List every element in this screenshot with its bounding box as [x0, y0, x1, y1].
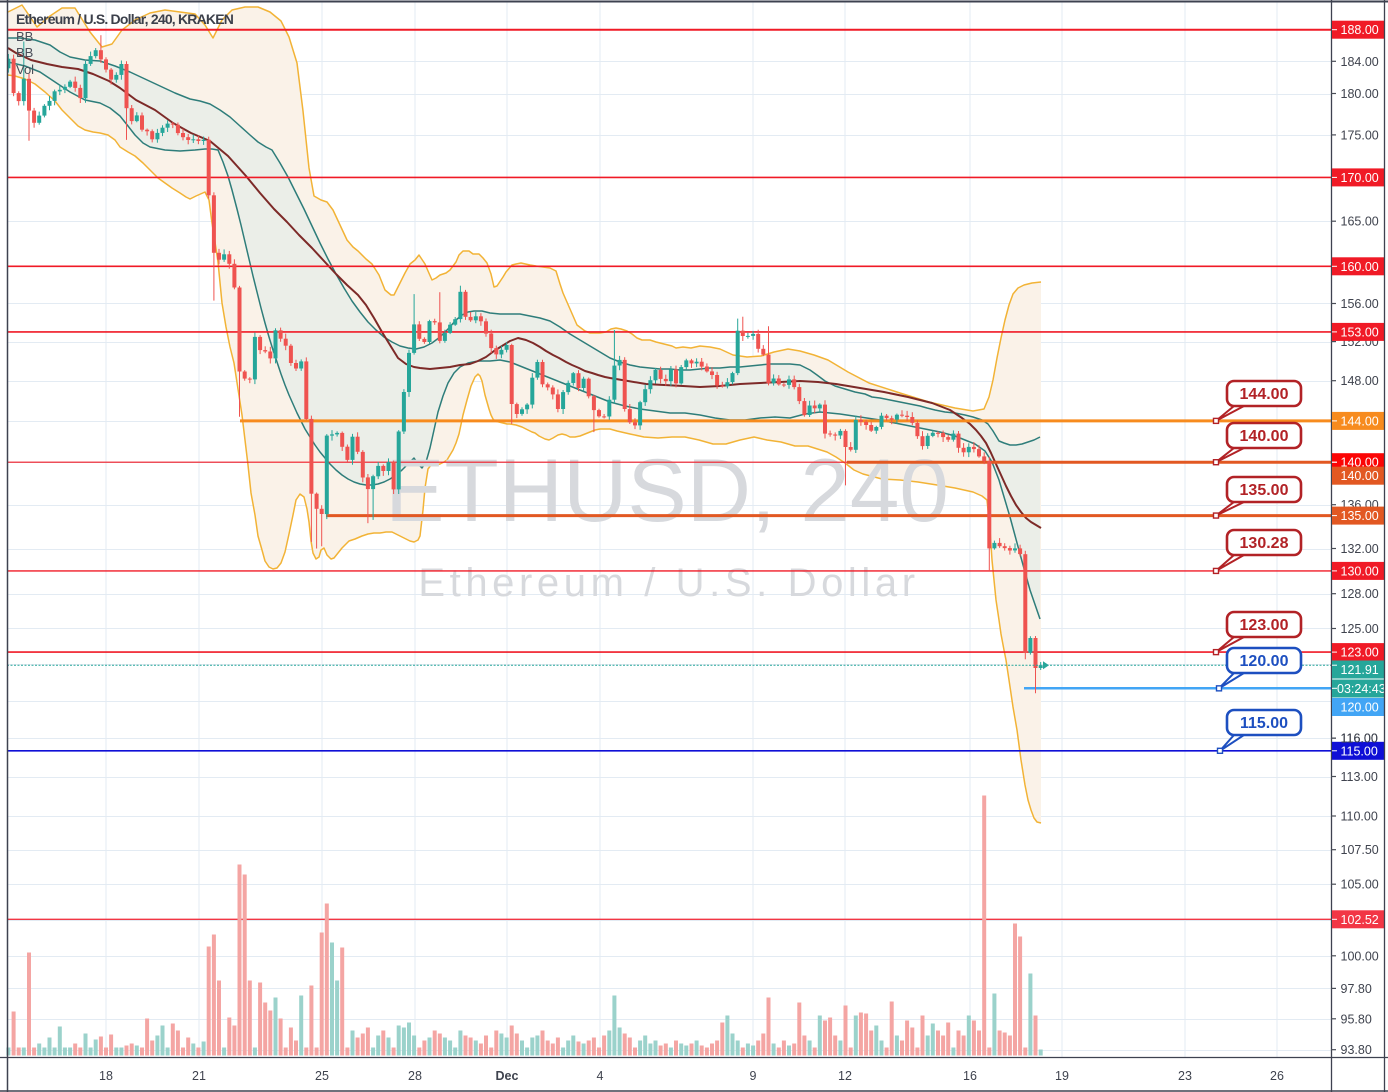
svg-text:165.00: 165.00 — [1341, 215, 1379, 229]
svg-text:130.00: 130.00 — [1341, 564, 1379, 578]
svg-text:128.00: 128.00 — [1341, 587, 1379, 601]
svg-text:97.80: 97.80 — [1341, 982, 1372, 996]
svg-text:26: 26 — [1270, 1069, 1284, 1083]
svg-text:140.00: 140.00 — [1341, 456, 1379, 470]
svg-text:ETHUSD, 240: ETHUSD, 240 — [385, 440, 949, 540]
svg-text:148.00: 148.00 — [1341, 374, 1379, 388]
svg-text:03:24:43: 03:24:43 — [1337, 682, 1386, 696]
svg-text:140.00: 140.00 — [1240, 428, 1289, 445]
svg-text:Dec: Dec — [496, 1069, 519, 1083]
svg-text:113.00: 113.00 — [1341, 770, 1378, 784]
svg-text:93.80: 93.80 — [1341, 1043, 1372, 1057]
svg-text:188.00: 188.00 — [1341, 23, 1379, 37]
svg-text:175.00: 175.00 — [1341, 128, 1379, 142]
svg-text:170.00: 170.00 — [1341, 171, 1379, 185]
svg-text:160.00: 160.00 — [1341, 260, 1379, 274]
svg-text:100.00: 100.00 — [1341, 949, 1379, 963]
svg-text:135.00: 135.00 — [1240, 482, 1289, 499]
svg-text:116.00: 116.00 — [1341, 732, 1378, 746]
svg-text:125.00: 125.00 — [1341, 622, 1379, 636]
svg-text:BB: BB — [16, 29, 33, 44]
svg-text:107.50: 107.50 — [1341, 843, 1379, 857]
svg-text:120.00: 120.00 — [1341, 701, 1379, 715]
svg-text:130.28: 130.28 — [1240, 535, 1289, 552]
svg-text:180.00: 180.00 — [1341, 87, 1379, 101]
svg-text:110.00: 110.00 — [1341, 810, 1378, 824]
svg-text:9: 9 — [750, 1069, 757, 1083]
svg-text:12: 12 — [838, 1069, 852, 1083]
svg-text:132.00: 132.00 — [1341, 542, 1379, 556]
svg-text:Ethereum / U.S. Dollar, 240, K: Ethereum / U.S. Dollar, 240, KRAKEN — [16, 11, 234, 27]
svg-text:156.00: 156.00 — [1341, 297, 1379, 311]
svg-text:28: 28 — [408, 1069, 422, 1083]
svg-text:184.00: 184.00 — [1341, 55, 1379, 69]
svg-text:135.00: 135.00 — [1341, 509, 1379, 523]
svg-text:18: 18 — [99, 1069, 113, 1083]
svg-text:123.00: 123.00 — [1341, 646, 1379, 660]
svg-text:4: 4 — [597, 1069, 604, 1083]
svg-text:Vol: Vol — [16, 62, 34, 77]
svg-text:115.00: 115.00 — [1341, 744, 1378, 758]
svg-text:16: 16 — [963, 1069, 977, 1083]
svg-text:23: 23 — [1178, 1069, 1192, 1083]
svg-text:121.91: 121.91 — [1341, 663, 1379, 677]
svg-text:102.52: 102.52 — [1341, 913, 1379, 927]
svg-text:Ethereum / U.S. Dollar: Ethereum / U.S. Dollar — [418, 561, 919, 605]
svg-text:95.80: 95.80 — [1341, 1012, 1372, 1026]
svg-text:144.00: 144.00 — [1240, 386, 1289, 403]
svg-text:21: 21 — [192, 1069, 206, 1083]
svg-text:153.00: 153.00 — [1341, 325, 1379, 339]
svg-text:115.00: 115.00 — [1240, 715, 1288, 732]
svg-text:144.00: 144.00 — [1341, 414, 1379, 428]
svg-text:BB: BB — [16, 45, 33, 60]
svg-text:19: 19 — [1055, 1069, 1069, 1083]
svg-text:123.00: 123.00 — [1240, 617, 1289, 634]
svg-text:140.00: 140.00 — [1341, 469, 1379, 483]
svg-text:25: 25 — [315, 1069, 329, 1083]
svg-text:105.00: 105.00 — [1341, 878, 1379, 892]
svg-text:120.00: 120.00 — [1240, 653, 1289, 670]
